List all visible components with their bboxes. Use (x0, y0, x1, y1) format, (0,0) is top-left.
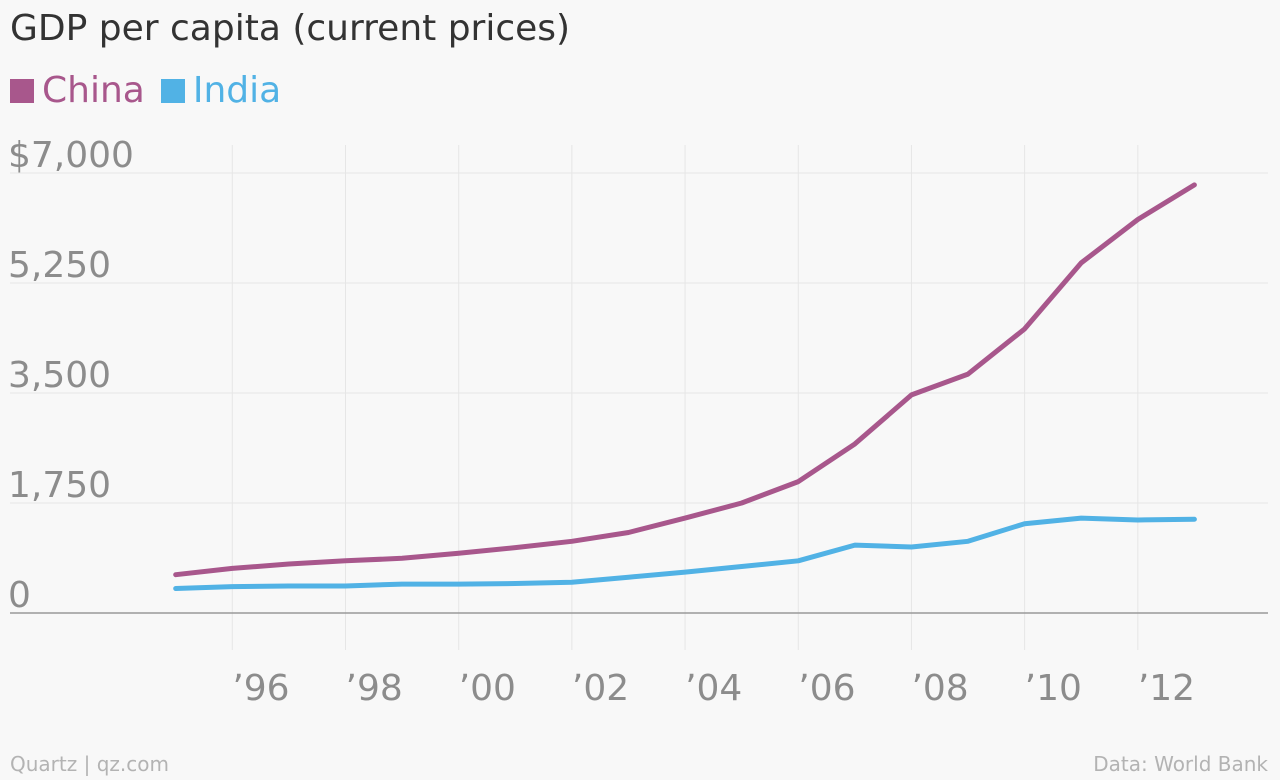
footer-source-right: Data: World Bank (1093, 752, 1268, 776)
x-tick-label-7: ’10 (1025, 668, 1082, 709)
legend-swatch-india (160, 78, 185, 103)
legend: China India (10, 70, 281, 111)
y-tick-label-2: 3,500 (8, 355, 111, 396)
x-tick-label-2: ’00 (459, 668, 516, 709)
x-tick-label-4: ’04 (685, 668, 742, 709)
series-line-china (173, 182, 1197, 578)
legend-swatch-china (10, 78, 34, 103)
y-tick-label-1: 1,750 (8, 465, 111, 506)
x-tick-label-1: ’98 (346, 668, 403, 709)
legend-label-india: India (192, 70, 282, 111)
legend-item-china: China (10, 70, 145, 111)
x-tick-label-8: ’12 (1138, 668, 1195, 709)
footer-source-left: Quartz | qz.com (10, 752, 169, 776)
y-tick-label-4: $7,000 (8, 135, 134, 176)
legend-label-china: China (42, 70, 145, 111)
x-tick-label-5: ’06 (798, 668, 855, 709)
series-line-india (173, 515, 1197, 591)
x-tick-label-6: ’08 (911, 668, 968, 709)
legend-item-india: India (160, 70, 282, 111)
x-tick-label-3: ’02 (572, 668, 629, 709)
chart-title: GDP per capita (current prices) (10, 8, 571, 49)
x-tick-label-0: ’96 (232, 668, 289, 709)
y-tick-label-0: 0 (8, 575, 31, 616)
y-tick-label-3: 5,250 (8, 245, 111, 286)
